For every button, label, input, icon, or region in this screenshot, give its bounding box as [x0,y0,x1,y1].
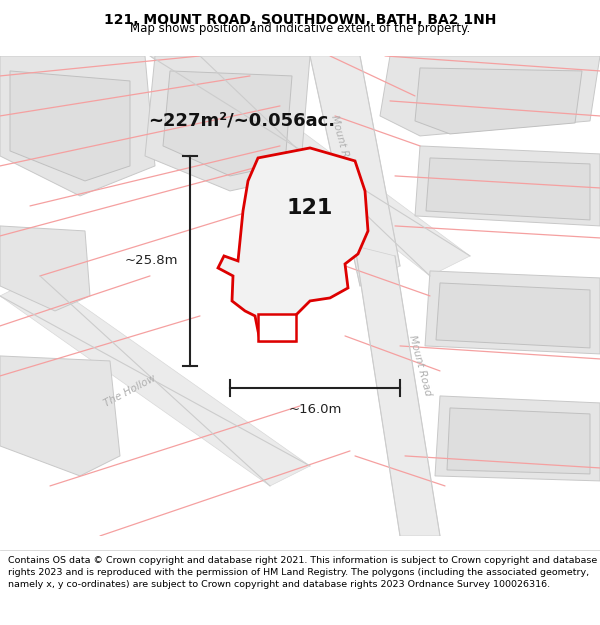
Polygon shape [258,314,296,341]
Text: ~227m²/~0.056ac.: ~227m²/~0.056ac. [148,112,335,130]
Polygon shape [435,396,600,481]
Polygon shape [145,56,310,191]
Polygon shape [0,226,90,311]
Polygon shape [425,271,600,354]
Polygon shape [355,246,440,536]
Text: Map shows position and indicative extent of the property.: Map shows position and indicative extent… [130,22,470,35]
Polygon shape [218,148,368,341]
Polygon shape [415,68,582,134]
Polygon shape [447,408,590,474]
Text: Mount Road: Mount Road [407,334,433,398]
Polygon shape [163,71,292,176]
Text: ~25.8m: ~25.8m [125,254,178,268]
Text: The Hollow: The Hollow [103,373,158,409]
Polygon shape [150,56,470,276]
Text: Mount Road: Mount Road [329,114,355,178]
Polygon shape [310,56,400,286]
Polygon shape [0,276,310,486]
Polygon shape [10,71,130,181]
Polygon shape [415,146,600,226]
Text: Contains OS data © Crown copyright and database right 2021. This information is : Contains OS data © Crown copyright and d… [8,556,597,589]
Text: 121: 121 [287,198,333,218]
Text: ~16.0m: ~16.0m [289,403,341,416]
Polygon shape [436,283,590,348]
Polygon shape [380,56,600,136]
Polygon shape [426,158,590,220]
Text: 121, MOUNT ROAD, SOUTHDOWN, BATH, BA2 1NH: 121, MOUNT ROAD, SOUTHDOWN, BATH, BA2 1N… [104,12,496,27]
Polygon shape [0,356,120,476]
Text: The Hollow: The Hollow [257,148,313,184]
Polygon shape [0,56,155,196]
